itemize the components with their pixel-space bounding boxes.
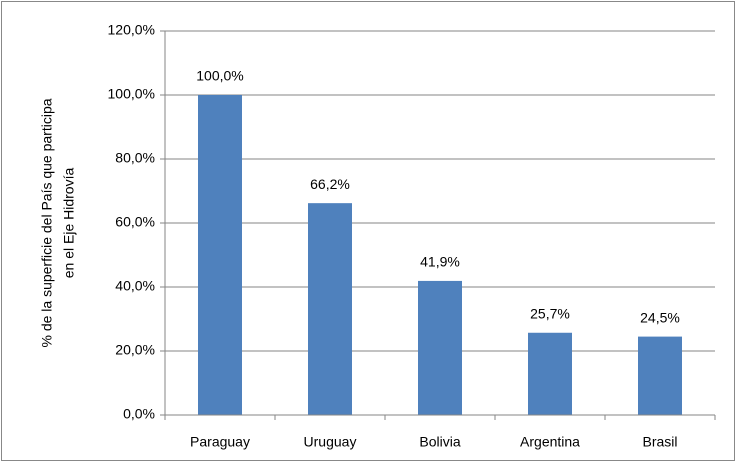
x-tick-label: Brasil — [642, 434, 677, 450]
y-tick-label: 0,0% — [123, 406, 155, 422]
data-label: 100,0% — [196, 68, 243, 84]
y-tick-label: 20,0% — [115, 342, 155, 358]
y-tick-label: 100,0% — [108, 86, 155, 102]
y-tick-label: 120,0% — [108, 22, 155, 38]
bar — [198, 95, 242, 415]
bar — [528, 332, 572, 415]
x-tick-label: Argentina — [520, 434, 580, 450]
data-label: 25,7% — [530, 305, 570, 321]
data-label: 66,2% — [310, 176, 350, 192]
y-tick-label: 60,0% — [115, 214, 155, 230]
bar — [308, 203, 352, 415]
x-tick-label: Paraguay — [190, 434, 250, 450]
x-tick-label: Uruguay — [304, 434, 357, 450]
bar — [638, 336, 682, 415]
y-tick-label: 40,0% — [115, 278, 155, 294]
data-label: 41,9% — [420, 254, 460, 270]
data-label: 24,5% — [640, 309, 680, 325]
y-axis-title-line: en el Eje Hidrovía — [61, 168, 77, 279]
y-axis-title: % de la superficie del País que particip… — [39, 98, 77, 347]
y-tick-label: 80,0% — [115, 150, 155, 166]
bar — [418, 280, 462, 415]
x-tick-label: Bolivia — [419, 434, 460, 450]
y-axis-title-line: % de la superficie del País que particip… — [39, 98, 55, 347]
